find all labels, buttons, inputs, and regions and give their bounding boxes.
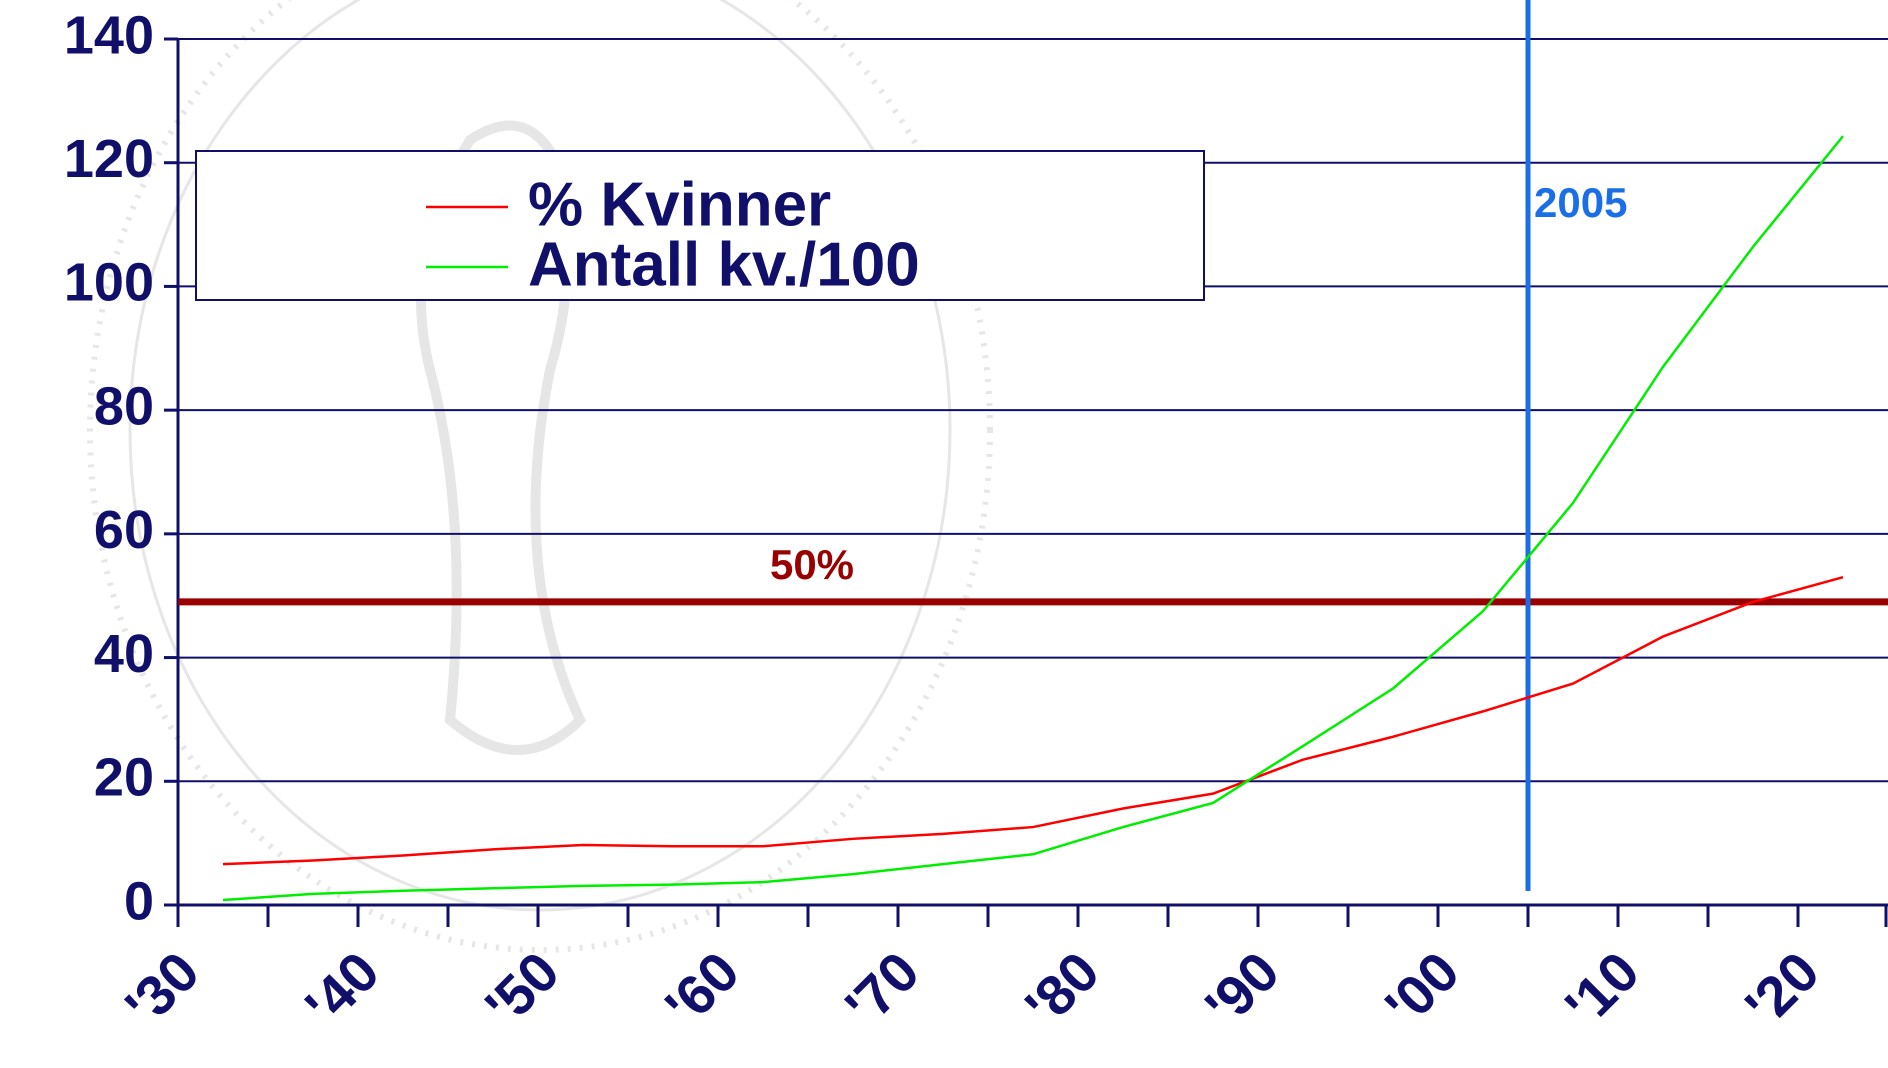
- watermark: [90, 0, 990, 950]
- x-tick-label: '80: [1013, 939, 1111, 1037]
- x-tick-label: '50: [473, 939, 571, 1037]
- y-tick-label: 60: [94, 500, 154, 560]
- legend-label: % Kvinner: [528, 170, 831, 239]
- series-line: [223, 577, 1843, 864]
- x-tick-label: '00: [1373, 939, 1471, 1037]
- chart: 0 20 40 60 80 100 120 140 '30 '40 '50 '60 '70 '80 '90 '…: [0, 0, 1888, 1068]
- x-tick-label: '40: [293, 939, 391, 1037]
- x-tick-label: '60: [653, 939, 751, 1037]
- y-tick-label: 20: [94, 748, 154, 808]
- legend-label: Antall kv./100: [528, 230, 920, 299]
- y-tick-label: 120: [64, 129, 154, 189]
- y-tick-label: 80: [94, 376, 154, 436]
- x-tick-label: '20: [1733, 939, 1831, 1037]
- y-tick-label: 0: [124, 871, 154, 931]
- y-tick-label: 100: [64, 253, 154, 313]
- y-tick-label: 40: [94, 624, 154, 684]
- x-tick-label: '90: [1193, 939, 1291, 1037]
- x-tick-label: '30: [113, 939, 211, 1037]
- reference-label: 50%: [770, 541, 854, 588]
- x-tick-label: '70: [833, 939, 931, 1037]
- y-tick-label: 140: [64, 5, 154, 65]
- x-tick-label: '10: [1553, 939, 1651, 1037]
- reference-label: 2005: [1534, 179, 1627, 226]
